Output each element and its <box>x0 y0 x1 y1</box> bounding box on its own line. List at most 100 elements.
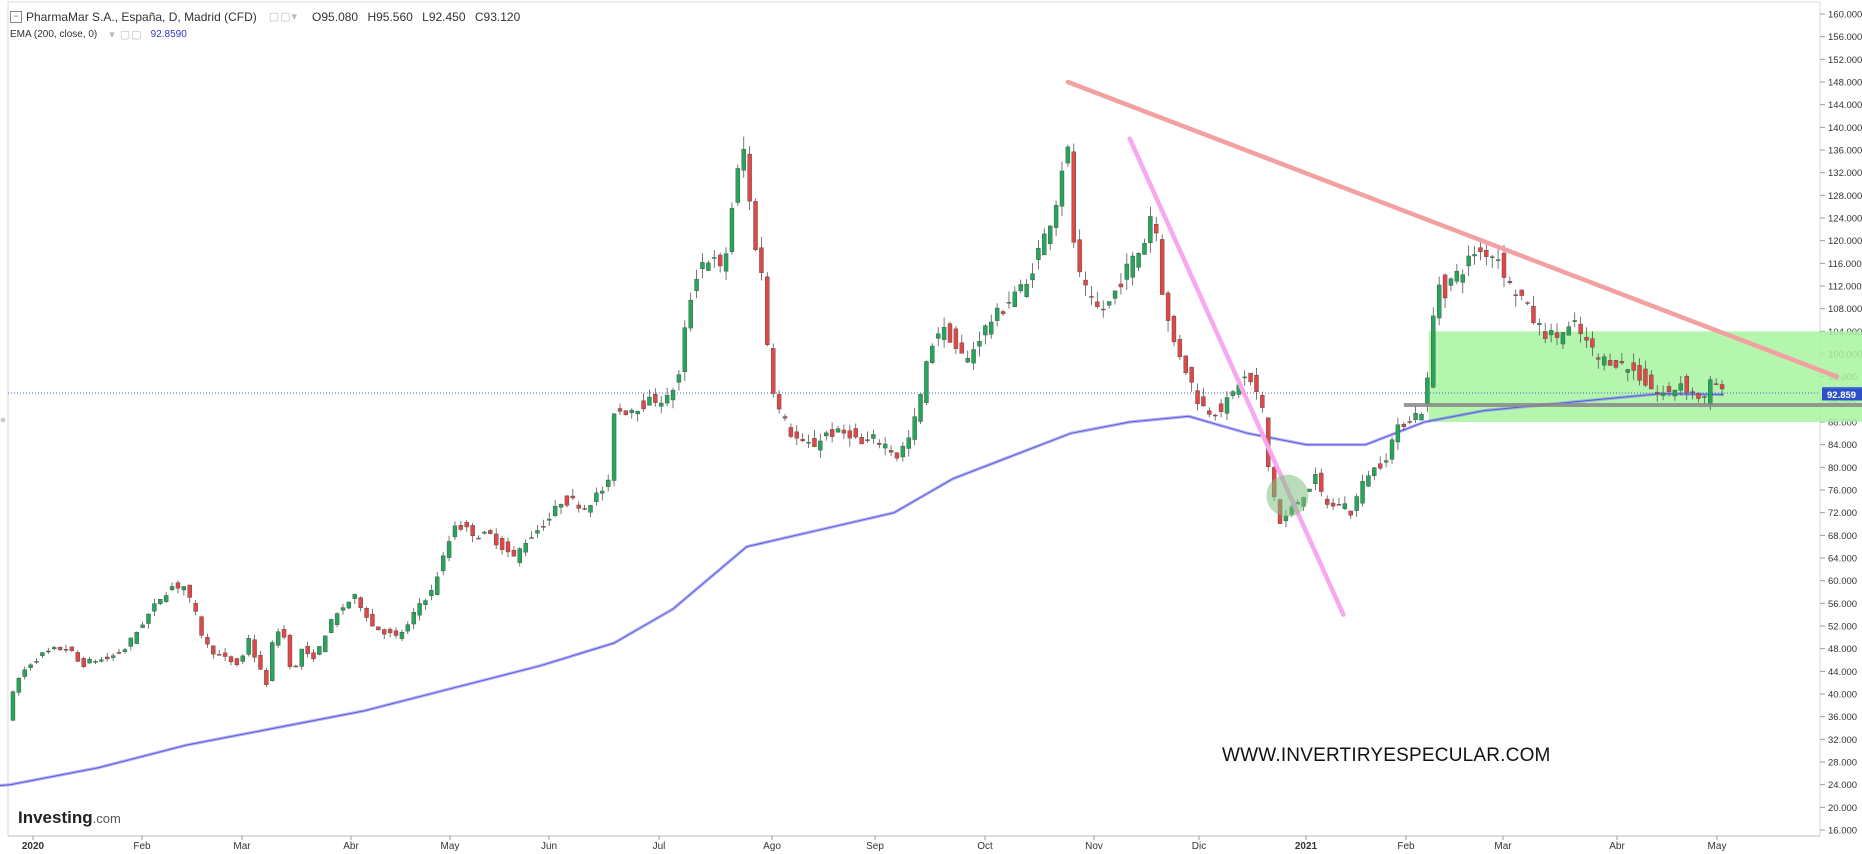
candle <box>228 655 234 666</box>
y-tick-label: 88.000 <box>1828 418 1857 429</box>
candle-body <box>1154 224 1159 234</box>
candle-body <box>187 584 192 598</box>
ema-200-line-core <box>0 393 1724 786</box>
candle <box>605 474 611 492</box>
x-tick-label: Abr <box>343 841 359 852</box>
candle-body <box>894 452 900 459</box>
candle <box>1095 291 1100 309</box>
candle-body <box>1649 374 1654 390</box>
candle <box>1531 295 1536 325</box>
candle <box>470 523 475 543</box>
collapse-icon[interactable]: − <box>10 11 22 23</box>
candle-body <box>700 262 705 269</box>
candle <box>1655 385 1660 402</box>
candle-body <box>859 436 864 445</box>
candle <box>405 621 411 635</box>
candle-body <box>1531 305 1536 324</box>
y-tick-label: 124.000 <box>1828 214 1862 225</box>
candle-body <box>753 201 758 250</box>
candle <box>16 676 22 696</box>
candle <box>900 441 906 462</box>
candle <box>882 437 888 456</box>
candle <box>1507 276 1513 285</box>
candle <box>688 292 693 332</box>
candle-body <box>1472 254 1477 257</box>
candle <box>600 486 605 501</box>
candle <box>110 653 116 661</box>
candle <box>1478 239 1483 261</box>
candle <box>564 495 570 508</box>
candle-body <box>1336 504 1342 506</box>
candle-body <box>1089 296 1094 298</box>
candle <box>552 500 558 518</box>
candle-body <box>570 495 576 499</box>
candle <box>1242 370 1247 386</box>
candle-body <box>959 342 964 354</box>
candle-body <box>1254 374 1259 392</box>
candle-body <box>1590 338 1595 348</box>
candle <box>965 350 970 364</box>
candle <box>423 598 428 610</box>
candle <box>511 546 517 557</box>
candle <box>211 645 216 659</box>
candle-body <box>1596 357 1601 360</box>
x-tick-label: Dic <box>1192 841 1206 852</box>
candle-body <box>1319 472 1324 492</box>
candle-body <box>1525 302 1530 304</box>
indicator-settings-icon[interactable]: ▾ ▢▢ <box>109 29 143 41</box>
candle-body <box>258 655 263 670</box>
candle-body <box>641 400 646 410</box>
candle <box>1419 412 1424 421</box>
candle <box>270 640 275 682</box>
candle <box>1307 488 1312 492</box>
candle-body <box>582 508 587 510</box>
y-tick-label: 148.000 <box>1828 78 1862 89</box>
candle-body <box>765 276 770 345</box>
candle <box>1490 254 1495 268</box>
candle <box>340 603 346 615</box>
candle-body <box>140 624 145 628</box>
candle <box>1354 493 1359 517</box>
legend-settings-icon[interactable]: ▢▢▾ <box>268 11 299 23</box>
candle <box>1089 285 1094 305</box>
candle-body <box>211 645 216 655</box>
candle-body <box>199 616 204 636</box>
x-tick-label: Feb <box>133 841 151 852</box>
candle-body <box>222 652 228 657</box>
x-tick-label: 2020 <box>22 841 45 852</box>
candle-body <box>600 490 605 494</box>
candle <box>1101 300 1106 318</box>
candle-body <box>1159 239 1165 295</box>
x-tick-label: Sep <box>866 841 884 852</box>
y-tick-label: 72.000 <box>1828 508 1857 519</box>
candle <box>906 430 911 457</box>
investing-logo: Investing.com <box>18 808 121 828</box>
candle <box>1590 331 1595 357</box>
candle-body <box>99 659 104 662</box>
candle-body <box>847 430 853 439</box>
candle <box>34 658 39 665</box>
candle-body <box>217 654 222 656</box>
candle <box>193 600 198 616</box>
candle <box>140 621 145 629</box>
candle-body <box>52 647 57 650</box>
candle <box>275 628 281 648</box>
candle <box>1383 453 1389 468</box>
candle-body <box>552 506 558 516</box>
candle <box>959 334 964 354</box>
price-tag-label: 92.859 <box>1827 390 1856 401</box>
candle <box>641 393 646 412</box>
candle <box>1513 289 1518 307</box>
candle <box>334 612 340 628</box>
candle-body <box>806 442 811 444</box>
candle-body <box>1690 391 1695 393</box>
candle <box>1395 417 1401 451</box>
y-tick-label: 76.000 <box>1828 486 1857 497</box>
candle <box>205 633 210 648</box>
candle-body <box>788 427 794 437</box>
y-tick-label: 132.000 <box>1828 168 1862 179</box>
candle <box>1566 321 1572 336</box>
candle <box>1684 374 1689 401</box>
candle <box>835 425 841 433</box>
